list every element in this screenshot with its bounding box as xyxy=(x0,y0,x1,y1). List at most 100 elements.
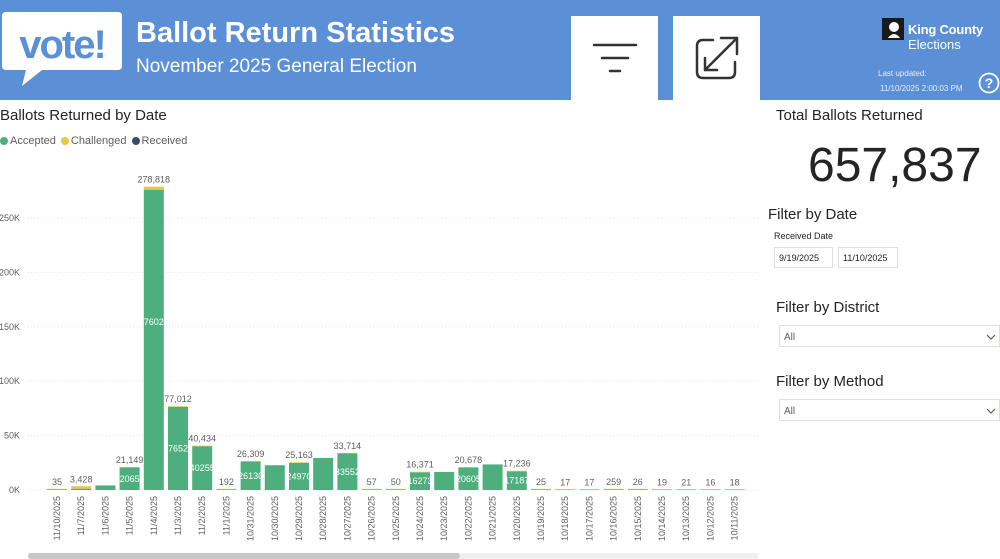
bar-total-label: 35 xyxy=(52,477,62,487)
bar-segment-accepted[interactable] xyxy=(652,489,672,490)
org-subname: Elections xyxy=(908,37,961,52)
bar-segment-accepted[interactable] xyxy=(555,489,576,490)
bar-total-label: 21 xyxy=(681,477,691,487)
bar-segment-accepted[interactable] xyxy=(410,472,430,490)
bar-segment-accepted[interactable] xyxy=(506,471,527,490)
total-ballots-value: 657,837 xyxy=(808,139,982,192)
bar-segment-challenged[interactable] xyxy=(361,488,382,490)
ballots-bar-chart: 0K 50K 100K 150K 200K 250K 35 11/10/2025 3,428 11… xyxy=(0,175,760,541)
filter-button[interactable] xyxy=(571,16,658,100)
x-tick-label: 10/21/2025 xyxy=(488,496,498,541)
y-tick-label: 200K xyxy=(0,267,20,277)
bar-segment-challenged[interactable] xyxy=(119,466,140,468)
bar-segment-challenged[interactable] xyxy=(216,488,237,490)
bar-segment-accepted[interactable] xyxy=(531,489,551,490)
last-updated-value: 11/10/2025 2:00:03 PM xyxy=(880,84,963,93)
bar-total-label: 77,012 xyxy=(164,394,192,404)
bar-segment-challenged[interactable] xyxy=(168,406,188,407)
bar-segment-challenged[interactable] xyxy=(289,462,309,463)
bar-segment-accepted[interactable] xyxy=(289,462,309,490)
legend-item-received[interactable]: Received xyxy=(131,135,187,147)
bar-segment-accepted[interactable] xyxy=(579,489,600,490)
bar-total-label: 18 xyxy=(730,477,740,487)
bar-segment-accepted[interactable] xyxy=(168,406,188,490)
bar-segment-challenged[interactable] xyxy=(240,460,261,462)
bar-segment-challenged[interactable] xyxy=(192,445,213,447)
chart-title: Ballots Returned by Date xyxy=(0,107,167,124)
vote-logo: vote! xyxy=(2,12,122,86)
bar-segment-accepted[interactable] xyxy=(192,446,213,490)
bar-segment-accepted[interactable] xyxy=(676,489,697,490)
bar-segment-accepted[interactable] xyxy=(95,485,116,490)
bar-total-label: 40,434 xyxy=(188,434,216,444)
help-icon[interactable]: ? xyxy=(978,72,1000,94)
district-select-value: All xyxy=(784,332,796,343)
bar-segment-challenged[interactable] xyxy=(385,488,406,490)
bar-segment-challenged[interactable] xyxy=(458,466,479,468)
bar-total-label: 21,149 xyxy=(116,455,144,465)
method-select[interactable]: All xyxy=(779,399,1000,421)
legend-item-challenged[interactable]: Challenged xyxy=(60,135,127,147)
bar-inner-label: 20605 xyxy=(456,474,481,484)
bar-segment-accepted[interactable] xyxy=(361,489,382,490)
bar-total-label: 17 xyxy=(584,477,594,487)
district-select[interactable]: All xyxy=(779,325,1000,347)
bar-segment-accepted[interactable] xyxy=(458,467,479,490)
filter-date-title: Filter by Date xyxy=(768,206,858,223)
bar-segment-challenged[interactable] xyxy=(627,488,648,490)
bar-total-label: 16,371 xyxy=(406,460,434,470)
bar-segment-accepted[interactable] xyxy=(700,489,721,490)
x-tick-label: 10/29/2025 xyxy=(294,496,304,541)
date-to-input[interactable]: 11/10/2025 xyxy=(838,247,898,268)
bar-total-label: 259 xyxy=(606,477,621,487)
bar-segment-accepted[interactable] xyxy=(627,489,648,490)
bar-segment-accepted[interactable] xyxy=(482,464,503,490)
bar-segment-challenged[interactable] xyxy=(143,186,164,190)
bar-segment-accepted[interactable] xyxy=(385,489,406,490)
bar-segment-accepted[interactable] xyxy=(337,453,358,490)
bar-total-label: 16 xyxy=(705,477,715,487)
x-tick-label: 10/19/2025 xyxy=(536,496,546,541)
bar-segment-accepted[interactable] xyxy=(434,471,455,490)
bar-inner-label: 40255 xyxy=(190,463,215,473)
bar-total-label: 17,236 xyxy=(503,459,531,469)
bar-segment-challenged[interactable] xyxy=(506,470,527,472)
bar-segment-accepted[interactable] xyxy=(724,489,745,490)
bar-segment-accepted[interactable] xyxy=(603,489,624,490)
legend-item-accepted[interactable]: Accepted xyxy=(0,135,56,147)
bar-segment-challenged[interactable] xyxy=(337,452,358,454)
last-updated-label: Last updated: xyxy=(878,69,927,78)
date-from-input[interactable]: 9/19/2025 xyxy=(774,247,833,268)
bar-segment-accepted[interactable] xyxy=(216,489,237,490)
bar-segment-accepted[interactable] xyxy=(313,457,334,490)
chart-legend: Accepted Challenged Received xyxy=(0,134,192,148)
bar-segment-challenged[interactable] xyxy=(47,488,67,490)
chart-scrollbar-thumb[interactable] xyxy=(28,553,460,559)
bar-total-label: 33,714 xyxy=(334,441,362,451)
bar-inner-label: 7602 xyxy=(144,317,164,327)
y-tick-label: 250K xyxy=(0,213,20,223)
bar-segment-accepted[interactable] xyxy=(47,489,67,490)
bar-segment-accepted[interactable] xyxy=(240,461,261,490)
bar-segment-accepted[interactable] xyxy=(119,467,140,490)
bar-segment-challenged[interactable] xyxy=(71,486,92,489)
bar-inner-label: 33552 xyxy=(335,467,360,477)
bar-segment-challenged[interactable] xyxy=(531,488,551,490)
bar-total-label: 17 xyxy=(560,477,570,487)
x-tick-label: 11/5/2025 xyxy=(125,496,135,535)
bar-total-label: 25,163 xyxy=(285,450,313,460)
x-tick-label: 10/12/2025 xyxy=(705,496,715,541)
bar-total-label: 25 xyxy=(536,477,546,487)
bar-segment-accepted[interactable] xyxy=(143,189,164,491)
bar-segment-challenged[interactable] xyxy=(603,488,624,490)
expand-button[interactable] xyxy=(673,16,760,100)
x-tick-label: 10/16/2025 xyxy=(609,496,619,541)
filter-icon xyxy=(592,43,637,73)
king-county-logo xyxy=(882,18,904,40)
bar-segment-accepted[interactable] xyxy=(71,488,92,490)
x-tick-label: 10/30/2025 xyxy=(270,496,280,541)
bar-total-label: 3,428 xyxy=(70,474,93,484)
bar-segment-accepted[interactable] xyxy=(264,465,285,490)
x-tick-label: 11/7/2025 xyxy=(76,496,86,535)
bar-segment-challenged[interactable] xyxy=(410,471,430,473)
